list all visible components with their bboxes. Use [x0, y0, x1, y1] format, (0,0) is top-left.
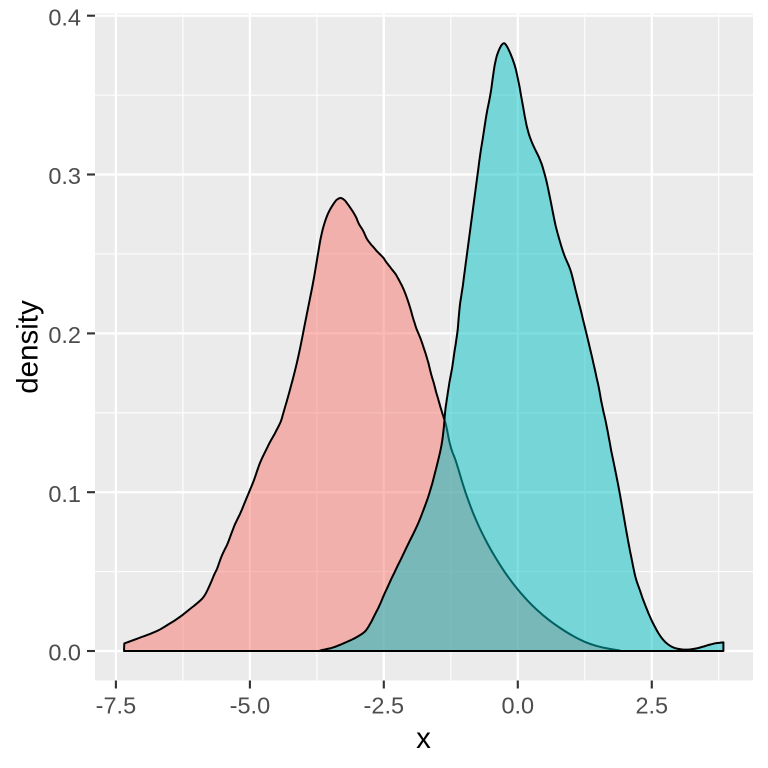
svg-text:x: x — [416, 722, 431, 755]
svg-text:-5.0: -5.0 — [230, 693, 271, 719]
svg-text:2.5: 2.5 — [635, 693, 668, 719]
svg-text:0.1: 0.1 — [48, 481, 81, 507]
svg-text:0.0: 0.0 — [501, 693, 534, 719]
svg-text:0.3: 0.3 — [48, 163, 81, 189]
svg-text:-7.5: -7.5 — [96, 693, 137, 719]
svg-text:0.4: 0.4 — [48, 4, 81, 30]
svg-text:0.2: 0.2 — [48, 322, 81, 348]
svg-text:0.0: 0.0 — [48, 640, 81, 666]
svg-text:-2.5: -2.5 — [364, 693, 405, 719]
svg-text:density: density — [12, 300, 45, 394]
